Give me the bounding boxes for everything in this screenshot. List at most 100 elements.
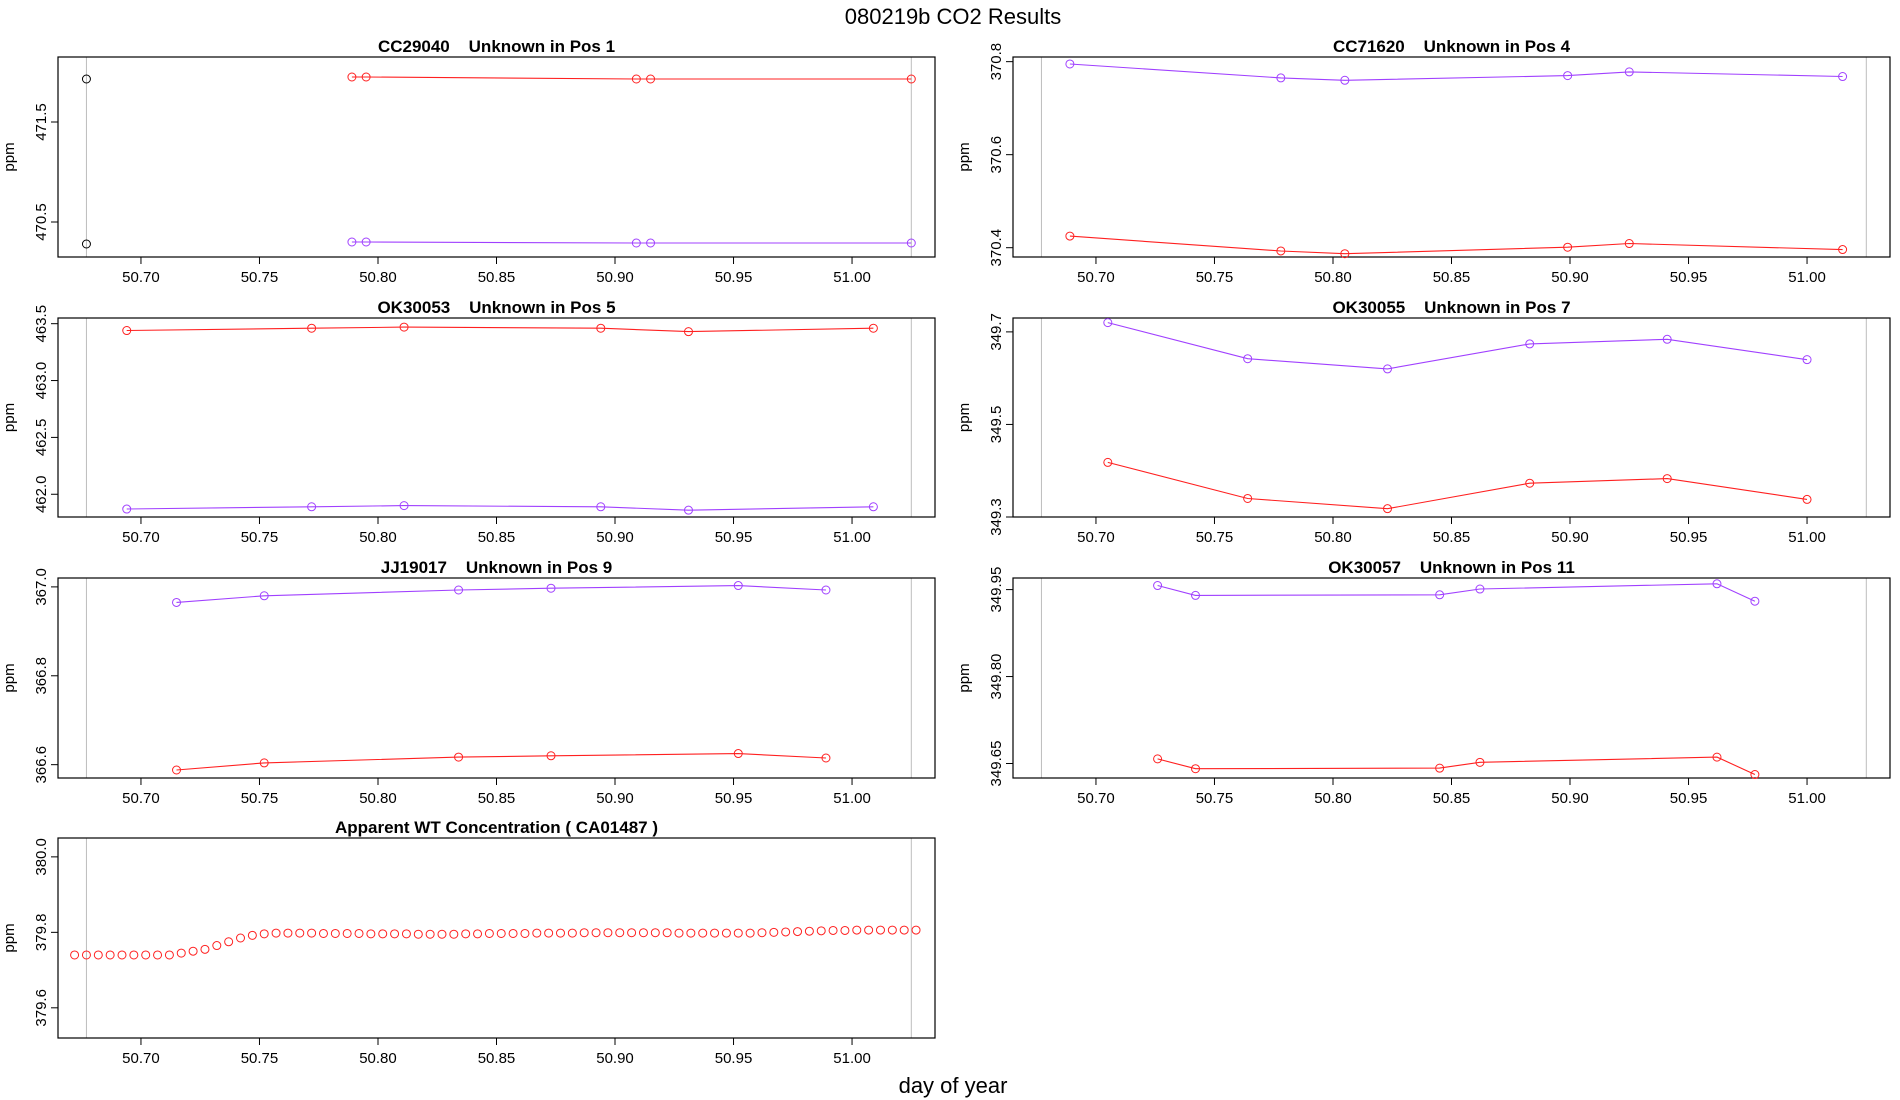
series-low: [1153, 752, 1760, 780]
data-point: [567, 928, 577, 938]
x-tick-label: 51.00: [1788, 269, 1826, 286]
data-point: [710, 928, 720, 938]
data-point: [318, 928, 328, 938]
data-point: [631, 74, 641, 84]
plot-frame: [57, 56, 936, 258]
data-point: [1624, 67, 1634, 77]
x-tick-label: 50.75: [1196, 269, 1234, 286]
data-point: [1435, 590, 1445, 600]
x-tick-label: 50.90: [1551, 790, 1589, 807]
y-tick-label: 349.3: [988, 498, 1005, 536]
x-tick-label: 50.70: [1077, 529, 1115, 546]
data-point: [887, 925, 897, 935]
data-point: [1065, 59, 1075, 69]
y-axis-label: ppm: [1, 663, 18, 692]
x-tick-label: 50.80: [359, 269, 397, 286]
panel-title: OK30055 Unknown in Pos 7: [1332, 298, 1570, 317]
data-point: [546, 583, 556, 593]
y-tick-label: 366.8: [33, 657, 50, 695]
data-point: [259, 758, 269, 768]
data-point: [603, 928, 613, 938]
data-point: [484, 928, 494, 938]
data-point: [1340, 75, 1350, 85]
data-point: [461, 929, 471, 939]
data-point: [804, 926, 814, 936]
data-point: [520, 928, 530, 938]
data-point: [1276, 246, 1286, 256]
data-point: [454, 585, 464, 595]
plot-frame: [1012, 317, 1891, 518]
x-tick-label: 50.80: [1314, 790, 1352, 807]
data-point: [473, 929, 483, 939]
x-tick-label: 51.00: [833, 529, 871, 546]
x-tick-label: 51.00: [833, 1050, 871, 1067]
x-tick-label: 50.80: [1314, 269, 1352, 286]
data-point: [631, 238, 641, 248]
data-point: [1802, 355, 1812, 365]
y-tick-label: 370.6: [988, 136, 1005, 174]
data-point: [508, 928, 518, 938]
y-tick-label: 349.65: [988, 741, 1005, 787]
x-tick-label: 50.80: [359, 529, 397, 546]
data-point: [413, 929, 423, 939]
y-tick-label: 366.6: [33, 746, 50, 784]
x-tick-label: 50.70: [122, 1050, 160, 1067]
panel-title: Apparent WT Concentration ( CA01487 ): [335, 818, 658, 837]
data-point: [1383, 504, 1393, 514]
plot-frame: [57, 837, 936, 1039]
data-point: [546, 751, 556, 761]
x-axis-label: day of year: [899, 1073, 1008, 1098]
x-tick-label: 50.90: [1551, 269, 1589, 286]
data-point: [1624, 239, 1634, 249]
data-point: [911, 925, 921, 935]
y-tick-label: 462.0: [33, 475, 50, 513]
x-tick-label: 50.75: [241, 269, 279, 286]
data-point: [496, 928, 506, 938]
series-high: [172, 581, 831, 607]
panel-title: CC29040 Unknown in Pos 1: [378, 37, 615, 56]
data-point: [399, 322, 409, 332]
data-point: [212, 941, 222, 951]
data-point: [906, 238, 916, 248]
panel-1: CC29040 Unknown in Pos 1 50.70 50.75 50.80 5…: [1, 37, 936, 286]
x-tick-label: 50.70: [122, 529, 160, 546]
series-high: [122, 322, 878, 337]
series-low: [347, 237, 916, 248]
data-point: [1103, 318, 1113, 328]
data-point: [733, 581, 743, 591]
data-point: [200, 944, 210, 954]
y-tick-label: 349.7: [988, 313, 1005, 351]
y-tick-label: 471.5: [33, 103, 50, 141]
x-tick-label: 51.00: [1788, 529, 1826, 546]
y-tick-label: 370.8: [988, 43, 1005, 81]
plot-frame: [1012, 56, 1891, 258]
x-tick-label: 50.85: [478, 529, 516, 546]
data-point: [105, 950, 115, 960]
data-point: [172, 765, 182, 775]
data-point: [662, 928, 672, 938]
panel-title: OK30057 Unknown in Pos 11: [1328, 558, 1575, 577]
data-point: [1750, 596, 1760, 606]
x-tick-label: 50.70: [1077, 269, 1115, 286]
x-tick-label: 50.80: [1314, 529, 1352, 546]
x-tick-label: 50.70: [1077, 790, 1115, 807]
data-point: [591, 928, 601, 938]
data-point: [1712, 752, 1722, 762]
x-tick-label: 50.85: [478, 269, 516, 286]
x-tick-label: 50.80: [359, 1050, 397, 1067]
data-point: [769, 927, 779, 937]
data-point: [1662, 334, 1672, 344]
data-point: [81, 74, 91, 84]
y-tick-label: 349.5: [988, 406, 1005, 444]
data-point: [544, 928, 554, 938]
data-point: [555, 928, 565, 938]
x-tick-label: 50.85: [1433, 529, 1471, 546]
data-point: [721, 928, 731, 938]
data-point: [122, 504, 132, 514]
data-point: [141, 950, 151, 960]
data-point: [650, 928, 660, 938]
data-point: [224, 937, 234, 947]
data-point: [342, 928, 352, 938]
data-point: [437, 929, 447, 939]
plot-frame: [57, 317, 936, 518]
